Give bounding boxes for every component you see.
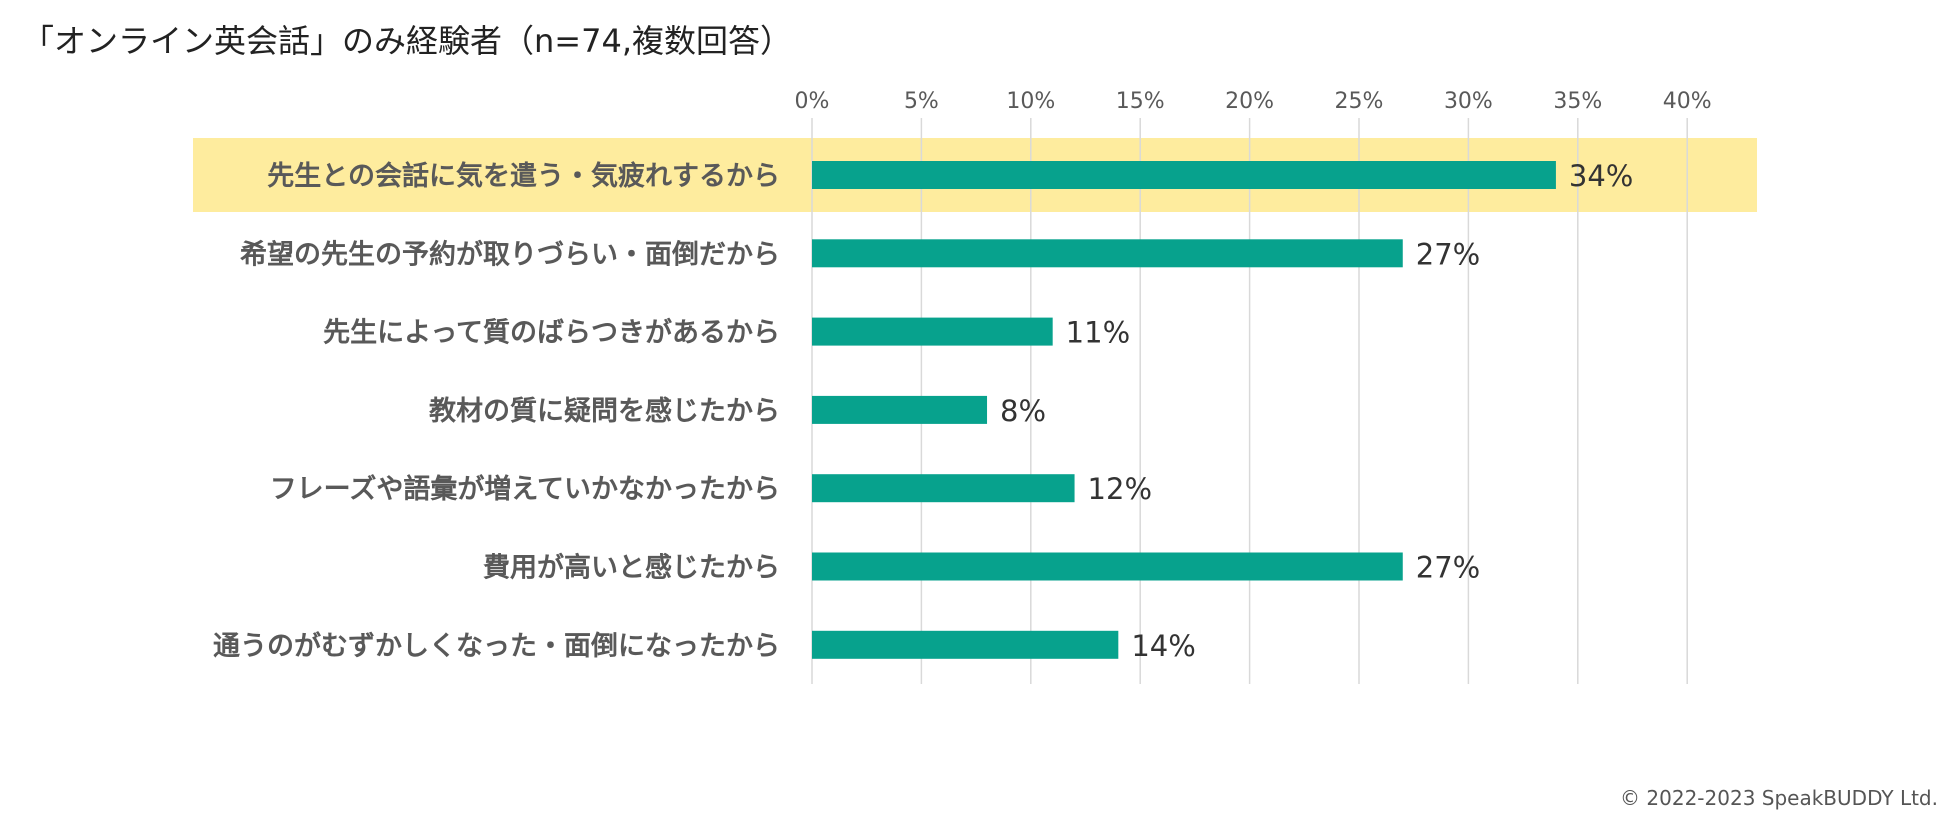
category-label: 先生によって質のばらつきがあるから bbox=[323, 317, 780, 349]
value-label: 27% bbox=[1416, 551, 1480, 585]
value-label: 8% bbox=[1000, 394, 1046, 428]
bar bbox=[812, 474, 1075, 503]
bar bbox=[812, 317, 1053, 346]
category-label: 先生との会話に気を遣う・気疲れするから bbox=[267, 160, 780, 192]
category-label: 通うのがむずかしくなった・面倒になったから bbox=[213, 630, 780, 662]
category-label: 費用が高いと感じたから bbox=[483, 552, 780, 584]
tick-label: 10% bbox=[1006, 89, 1055, 114]
value-label: 27% bbox=[1416, 237, 1480, 271]
tick-label: 30% bbox=[1444, 89, 1493, 114]
tick-label: 15% bbox=[1116, 89, 1165, 114]
tick-label: 0% bbox=[795, 89, 830, 114]
value-label: 12% bbox=[1088, 472, 1152, 506]
category-label: 教材の質に疑問を感じたから bbox=[429, 395, 780, 427]
value-label: 14% bbox=[1131, 629, 1195, 663]
chart-title: 「オンライン英会話」のみ経験者（n=74,複数回答） bbox=[22, 22, 792, 60]
tick-label: 40% bbox=[1663, 89, 1712, 114]
bar bbox=[812, 161, 1556, 189]
tick-label: 35% bbox=[1553, 89, 1602, 114]
bar bbox=[812, 630, 1119, 659]
value-label: 11% bbox=[1066, 316, 1130, 350]
bar bbox=[812, 395, 988, 424]
copyright-notice: © 2022-2023 SpeakBUDDY Ltd. bbox=[1620, 786, 1938, 810]
category-label: 希望の先生の予約が取りづらい・面倒だから bbox=[240, 238, 780, 270]
tick-label: 20% bbox=[1225, 89, 1274, 114]
bar bbox=[812, 239, 1403, 268]
value-label: 34% bbox=[1569, 159, 1633, 193]
bar bbox=[812, 552, 1403, 581]
tick-label: 5% bbox=[904, 89, 939, 114]
category-label: フレーズや語彙が増えていかなかったから bbox=[270, 473, 780, 505]
tick-label: 25% bbox=[1335, 89, 1384, 114]
